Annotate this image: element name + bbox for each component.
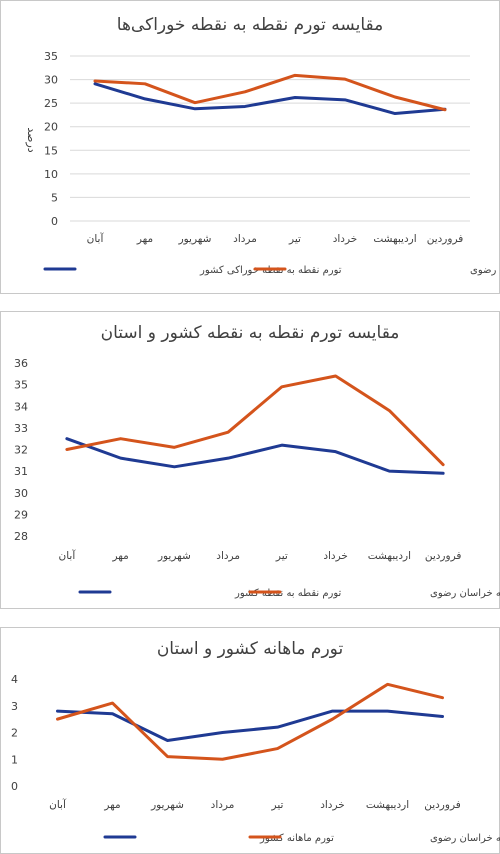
legend-label-1: تورم نقطه به نقطه خوراکی خراسان رضوی <box>470 265 500 276</box>
x-tick-label: مهر <box>111 550 128 562</box>
y-tick-label: 31 <box>14 465 28 478</box>
country-province-chart: مقایسه تورم نقطه به نقطه کشور و استان 28… <box>0 311 500 609</box>
x-tick-label: فروردین <box>424 799 461 811</box>
y-tick-label: 36 <box>14 357 28 370</box>
x-tick-label: فروردین <box>425 550 462 562</box>
y-tick-label: 32 <box>14 444 28 457</box>
chart-panel-country-province: مقایسه تورم نقطه به نقطه کشور و استان 28… <box>0 311 500 609</box>
x-tick-label: مرداد <box>233 233 257 245</box>
x-tick-label: خرداد <box>320 799 345 811</box>
x-tick-label: آبان <box>49 798 67 811</box>
x-tick-label: مرداد <box>211 799 235 811</box>
x-tick-label: خرداد <box>323 550 348 562</box>
y-tick-label: 20 <box>44 121 58 134</box>
series-line-0 <box>56 709 444 743</box>
x-tick-label: خرداد <box>333 233 358 245</box>
x-tick-label: شهریور <box>157 550 191 562</box>
chart-panel-monthly-inflation: تورم ماهانه کشور و استان 0 1 2 3 4 فروردین ارد… <box>0 627 500 854</box>
chart-frame <box>0 0 500 294</box>
legend-label-0: تورم نقطه به نقطه کشور <box>234 588 342 599</box>
food-inflation-chart: مقایسه تورم نقطه به نقطه خوراکی‌ها درصد … <box>0 0 500 294</box>
series-line-1 <box>93 73 447 112</box>
y-tick-label: 35 <box>44 50 58 63</box>
y-tick-label: 10 <box>44 168 58 181</box>
y-tick-label: 3 <box>11 700 18 713</box>
legend-label-0: تورم ماهانه کشور <box>259 833 334 844</box>
y-tick-label: 25 <box>44 97 58 110</box>
y-axis-label: درصد <box>25 127 38 152</box>
x-tick-label: مرداد <box>216 550 240 562</box>
x-tick-label: مهر <box>136 233 153 245</box>
chart-title: تورم ماهانه کشور و استان <box>157 639 344 659</box>
series-line-1 <box>56 682 444 761</box>
chart-frame <box>0 627 500 854</box>
y-tick-label: 28 <box>14 530 28 543</box>
monthly-inflation-chart: تورم ماهانه کشور و استان 0 1 2 3 4 فروردین ارد… <box>0 627 500 854</box>
x-tick-label: تیر <box>275 550 288 562</box>
y-tick-label: 0 <box>11 780 18 793</box>
y-tick-label: 34 <box>14 400 28 413</box>
legend-label-1: تورم نقطه به نقطه خراسان رضوی <box>430 588 500 599</box>
x-tick-label: مهر <box>103 799 120 811</box>
chart-frame <box>0 311 500 609</box>
chart-panel-food-inflation: مقایسه تورم نقطه به نقطه خوراکی‌ها درصد … <box>0 0 500 294</box>
x-tick-label: آبان <box>87 232 105 245</box>
x-tick-label: تیر <box>271 799 284 811</box>
y-tick-label: 2 <box>11 727 18 740</box>
x-tick-label: اردیبهشت <box>366 799 409 811</box>
y-tick-label: 1 <box>11 753 18 766</box>
x-tick-label: اردیبهشت <box>368 550 411 562</box>
y-tick-label: 30 <box>14 487 28 500</box>
legend-label-1: تورم ماهانه خراسان رضوی <box>430 833 500 844</box>
x-tick-label: تیر <box>288 233 301 245</box>
x-tick-label: آبان <box>59 549 77 562</box>
y-tick-label: 29 <box>14 508 28 521</box>
series-line-0 <box>65 437 445 475</box>
y-tick-label: 35 <box>14 379 28 392</box>
x-tick-label: شهریور <box>150 799 184 811</box>
y-tick-label: 0 <box>51 215 58 228</box>
x-tick-label: اردیبهشت <box>373 233 416 245</box>
x-tick-label: فروردین <box>427 233 464 245</box>
chart-title: مقایسه تورم نقطه به نقطه خوراکی‌ها <box>117 15 383 35</box>
y-tick-label: 33 <box>14 422 28 435</box>
y-tick-label: 4 <box>11 673 18 686</box>
series-line-1 <box>65 374 445 467</box>
x-tick-label: شهریور <box>178 233 212 245</box>
series-line-0 <box>93 82 447 116</box>
y-tick-label: 15 <box>44 144 58 157</box>
y-tick-label: 5 <box>51 191 58 204</box>
y-tick-label: 30 <box>44 74 58 87</box>
chart-title: مقایسه تورم نقطه به نقطه کشور و استان <box>101 323 400 343</box>
